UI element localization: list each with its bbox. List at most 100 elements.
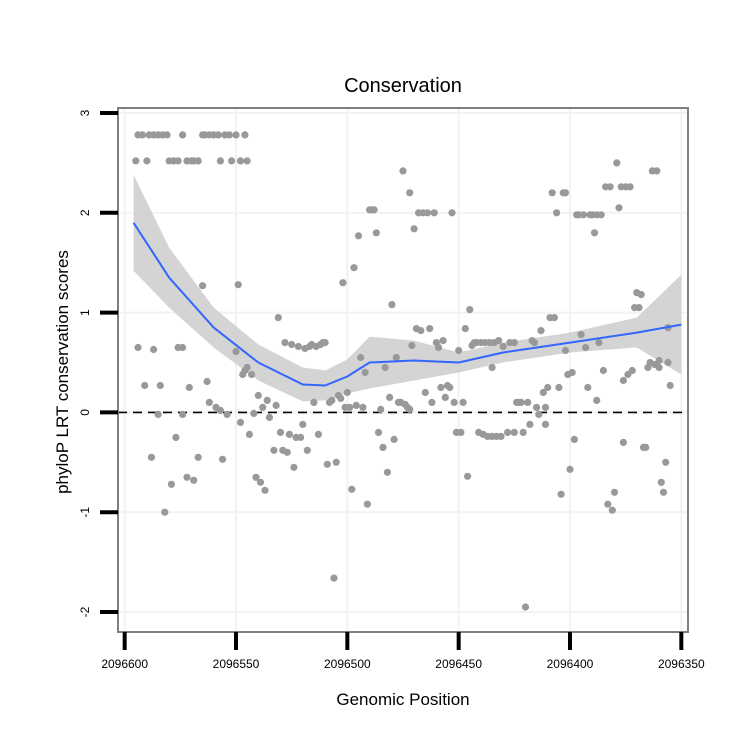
data-point: [250, 409, 258, 417]
data-point: [530, 339, 539, 347]
data-point: [557, 490, 565, 498]
chart-title: Conservation: [344, 75, 462, 97]
data-point: [619, 376, 628, 385]
data-point: [595, 339, 603, 347]
data-point: [285, 430, 293, 438]
data-point: [225, 131, 233, 139]
data-point: [363, 500, 371, 508]
data-point: [183, 473, 191, 481]
data-point: [548, 189, 556, 197]
data-point: [337, 394, 345, 402]
data-point: [263, 396, 271, 404]
data-point: [428, 398, 436, 406]
x-tick-label: 2096400: [547, 657, 594, 671]
data-point: [417, 327, 425, 335]
data-point: [637, 291, 645, 299]
data-point: [448, 209, 456, 217]
data-point: [615, 204, 623, 212]
data-point: [408, 341, 416, 350]
data-point: [577, 331, 585, 339]
data-point: [610, 488, 619, 496]
data-point: [299, 420, 307, 428]
data-point: [659, 488, 668, 496]
data-point: [330, 574, 338, 582]
data-point: [156, 381, 164, 390]
data-point: [406, 405, 414, 413]
y-tick-label: 1: [78, 309, 92, 316]
x-axis-label: Genomic Position: [336, 690, 469, 709]
data-point: [328, 396, 336, 404]
data-point: [321, 339, 329, 347]
data-point: [459, 398, 467, 406]
data-point: [519, 428, 527, 436]
data-point: [256, 478, 265, 486]
data-point: [381, 363, 389, 372]
data-point: [361, 368, 369, 377]
y-axis-label: phyloP LRT conservation scores: [53, 250, 72, 494]
data-point: [154, 410, 162, 418]
data-point: [666, 381, 674, 390]
data-point: [593, 396, 601, 404]
data-point: [584, 383, 592, 392]
data-point: [406, 189, 414, 197]
data-point: [134, 343, 142, 352]
data-point: [510, 339, 518, 347]
data-point: [526, 420, 534, 428]
data-point: [423, 209, 432, 217]
data-point: [150, 345, 158, 354]
data-point: [190, 476, 198, 484]
data-point: [205, 398, 213, 406]
data-point: [635, 304, 643, 312]
data-point: [539, 388, 547, 397]
data-point: [599, 366, 608, 375]
data-point: [354, 232, 363, 240]
data-point: [236, 418, 245, 426]
x-tick-label: 2096450: [435, 657, 482, 671]
data-point: [655, 363, 663, 372]
data-point: [550, 314, 559, 322]
data-point: [657, 478, 665, 486]
data-point: [388, 301, 396, 309]
data-points: [132, 131, 674, 611]
data-point: [544, 383, 552, 392]
data-point: [194, 453, 202, 461]
data-point: [524, 398, 532, 406]
data-point: [216, 157, 224, 165]
x-tick-label: 2096550: [213, 657, 260, 671]
data-point: [606, 183, 614, 191]
data-point: [386, 393, 394, 401]
data-point: [163, 131, 171, 139]
y-tick-label: 2: [78, 209, 92, 216]
data-point: [374, 428, 383, 436]
data-point: [628, 366, 636, 375]
data-point: [216, 406, 224, 414]
data-point: [203, 377, 211, 386]
data-point: [370, 206, 378, 214]
data-point: [662, 458, 670, 466]
x-axis-ticks: 2096600 2096550 2096500 2096450 2096400 20963…: [101, 632, 705, 671]
data-point: [223, 410, 231, 418]
data-point: [147, 453, 155, 461]
data-point: [288, 340, 296, 349]
data-point: [590, 229, 599, 237]
y-tick-label: -1: [78, 507, 92, 518]
data-point: [252, 473, 260, 481]
data-point: [410, 225, 418, 233]
data-point: [283, 448, 291, 456]
data-point: [346, 403, 354, 411]
data-point: [350, 264, 358, 272]
data-point: [441, 393, 449, 401]
data-point: [437, 383, 445, 392]
data-point: [179, 131, 187, 139]
x-tick-label: 2096350: [658, 657, 705, 671]
data-point: [517, 398, 525, 406]
confidence-band: [133, 174, 682, 402]
data-point: [464, 472, 472, 480]
data-point: [297, 433, 305, 441]
data-point: [254, 391, 262, 400]
data-point: [290, 463, 298, 471]
plot-frame: [117, 107, 689, 633]
data-point: [132, 157, 140, 165]
data-point: [390, 435, 398, 443]
